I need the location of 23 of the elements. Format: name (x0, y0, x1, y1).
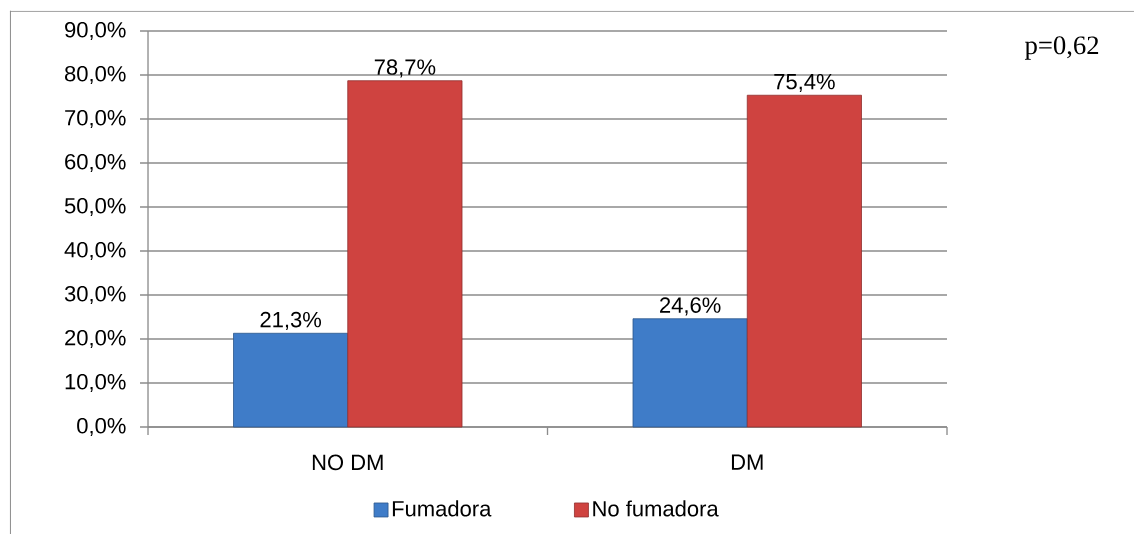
data-label: 75,4% (774, 73, 835, 92)
data-label: 78,7% (374, 59, 436, 78)
y-tick-label: 80,0% (64, 65, 126, 85)
y-tick-label: 40,0% (64, 241, 126, 261)
y-tick-label: 20,0% (65, 329, 126, 349)
data-label: 24,6% (660, 297, 721, 316)
y-tick-label: 70,0% (65, 109, 126, 129)
bar (347, 80, 463, 428)
bar (233, 332, 349, 428)
bar (632, 318, 748, 428)
data-label: 21,3% (260, 311, 322, 331)
legend-label: Fumadora (392, 500, 492, 517)
y-tick-label: 50,0% (64, 197, 126, 217)
y-tick-label: 0,0% (77, 417, 126, 437)
x-tick-label: DM (731, 454, 763, 470)
legend-label: No fumadora (593, 500, 719, 517)
bar (746, 94, 862, 428)
y-tick-label: 60,0% (65, 153, 126, 173)
y-tick-label: 10,0% (65, 373, 126, 393)
text: p=0,62 (1024, 36, 1099, 60)
x-tick-label: NO DM (312, 454, 383, 471)
y-tick-label: 30,0% (64, 285, 126, 305)
y-tick-label: 90,0% (65, 21, 126, 41)
